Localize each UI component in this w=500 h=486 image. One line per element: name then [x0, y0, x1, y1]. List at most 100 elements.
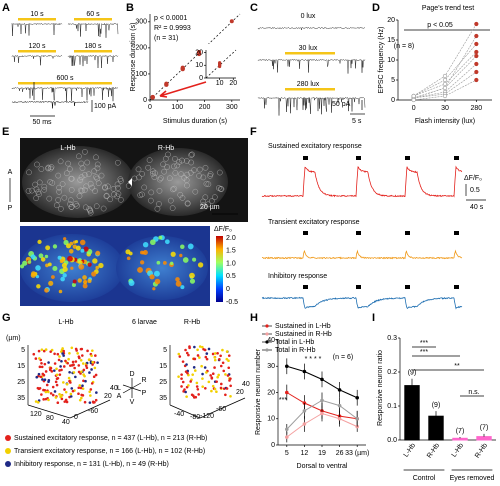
cell	[146, 157, 153, 164]
active-cell	[137, 266, 143, 273]
neuron-dot	[89, 388, 93, 391]
cell	[171, 185, 178, 192]
cell	[100, 205, 107, 212]
neuron-dot	[94, 354, 97, 357]
legend-label: Inhibitory response, n = 131 (L-Hb), n =…	[14, 461, 169, 468]
neuron-dot	[211, 384, 215, 388]
cell	[93, 154, 99, 161]
cell	[203, 180, 210, 187]
x-tick-label: 26	[336, 450, 344, 457]
point	[285, 390, 289, 395]
neuron-dot	[57, 358, 61, 362]
active-cell	[180, 285, 185, 290]
n-label: (9)	[408, 370, 417, 377]
x-axis-label: Dorsal to ventral	[297, 463, 348, 470]
legend-label: Total in R-Hb	[275, 347, 316, 354]
active-cell	[74, 239, 79, 244]
neuron-dot	[180, 385, 183, 388]
cell	[98, 172, 105, 179]
point	[229, 19, 234, 24]
neuron-dot	[36, 401, 40, 404]
active-cell	[83, 280, 88, 285]
cell	[93, 203, 100, 210]
cell	[170, 186, 176, 193]
active-cell	[58, 289, 63, 294]
cell	[68, 187, 75, 193]
active-cell	[192, 257, 197, 262]
neuron-dot	[49, 392, 53, 395]
active-cell	[52, 265, 58, 272]
neuron-dot	[63, 388, 66, 391]
neuron-dot	[213, 358, 217, 362]
neuron-dot	[183, 388, 186, 391]
cell	[47, 179, 54, 185]
point	[442, 93, 448, 99]
y-tick-label: 15	[387, 37, 395, 44]
active-cell	[36, 284, 41, 289]
neuron-dot	[58, 393, 61, 396]
neuron-dot	[43, 378, 47, 382]
neuron-dot	[213, 366, 216, 369]
active-cell	[60, 276, 65, 282]
point	[302, 409, 307, 413]
cell	[150, 168, 156, 175]
neuron-dot	[90, 368, 93, 371]
neuron-dot	[78, 356, 81, 360]
scale-label: 50 ms	[32, 119, 52, 126]
neuron-dot	[88, 390, 91, 394]
cell	[216, 169, 223, 176]
compass-label: P	[142, 390, 147, 397]
active-cell	[189, 272, 195, 279]
neuron-dot	[224, 373, 227, 376]
trace-title: Inhibitory response	[268, 273, 327, 280]
duration-label: 120 s	[28, 43, 46, 50]
cell	[156, 201, 162, 207]
point	[337, 403, 342, 408]
neuron-dot	[90, 354, 93, 358]
y-axis-label: Response duration (s)	[130, 23, 137, 92]
point	[337, 416, 342, 421]
cell	[55, 197, 62, 203]
active-cell	[150, 239, 156, 246]
neuron-dot	[61, 352, 64, 355]
cell	[77, 177, 84, 183]
stimulus-bar	[74, 18, 112, 21]
neuron-dot	[58, 373, 62, 376]
neuron-dot	[191, 373, 194, 376]
neuron-dot	[73, 366, 76, 370]
n-label: (9)	[432, 402, 441, 409]
neuron-dot	[205, 352, 209, 355]
active-cell	[62, 273, 67, 278]
neuron-dot	[53, 352, 56, 356]
neuron-dot	[217, 373, 220, 377]
active-cell	[22, 260, 28, 266]
cell	[192, 188, 199, 195]
cell	[94, 175, 101, 182]
neuron-dot	[44, 348, 48, 351]
cell	[202, 194, 209, 201]
cell	[179, 157, 185, 164]
floor-tick: 20	[236, 389, 244, 396]
x-tick-label: 200	[199, 104, 211, 111]
floor-tick: 40	[242, 381, 250, 388]
cell	[68, 204, 75, 210]
group-label: Eyes removed	[450, 475, 495, 482]
neuron-dot	[87, 358, 91, 361]
stimulus-square	[356, 285, 361, 289]
neuron-dot	[71, 389, 75, 393]
y-axis-label: Responsive neuron number	[255, 348, 262, 435]
y-tick-label: 100	[135, 71, 147, 78]
active-cell	[179, 253, 183, 258]
scale-label: 5 s	[352, 118, 362, 125]
neuron-dot	[38, 357, 41, 360]
neuron-dot	[196, 348, 199, 352]
neuron-dot	[41, 372, 45, 376]
annotation: (n = 6)	[333, 354, 353, 361]
neuron-dot	[204, 387, 207, 390]
panel-label: G	[2, 312, 11, 324]
active-cell	[45, 263, 49, 268]
x-tick-label: L-Hb	[403, 442, 417, 459]
neuron-dot	[213, 356, 217, 359]
cell	[111, 191, 117, 198]
point	[474, 41, 479, 47]
